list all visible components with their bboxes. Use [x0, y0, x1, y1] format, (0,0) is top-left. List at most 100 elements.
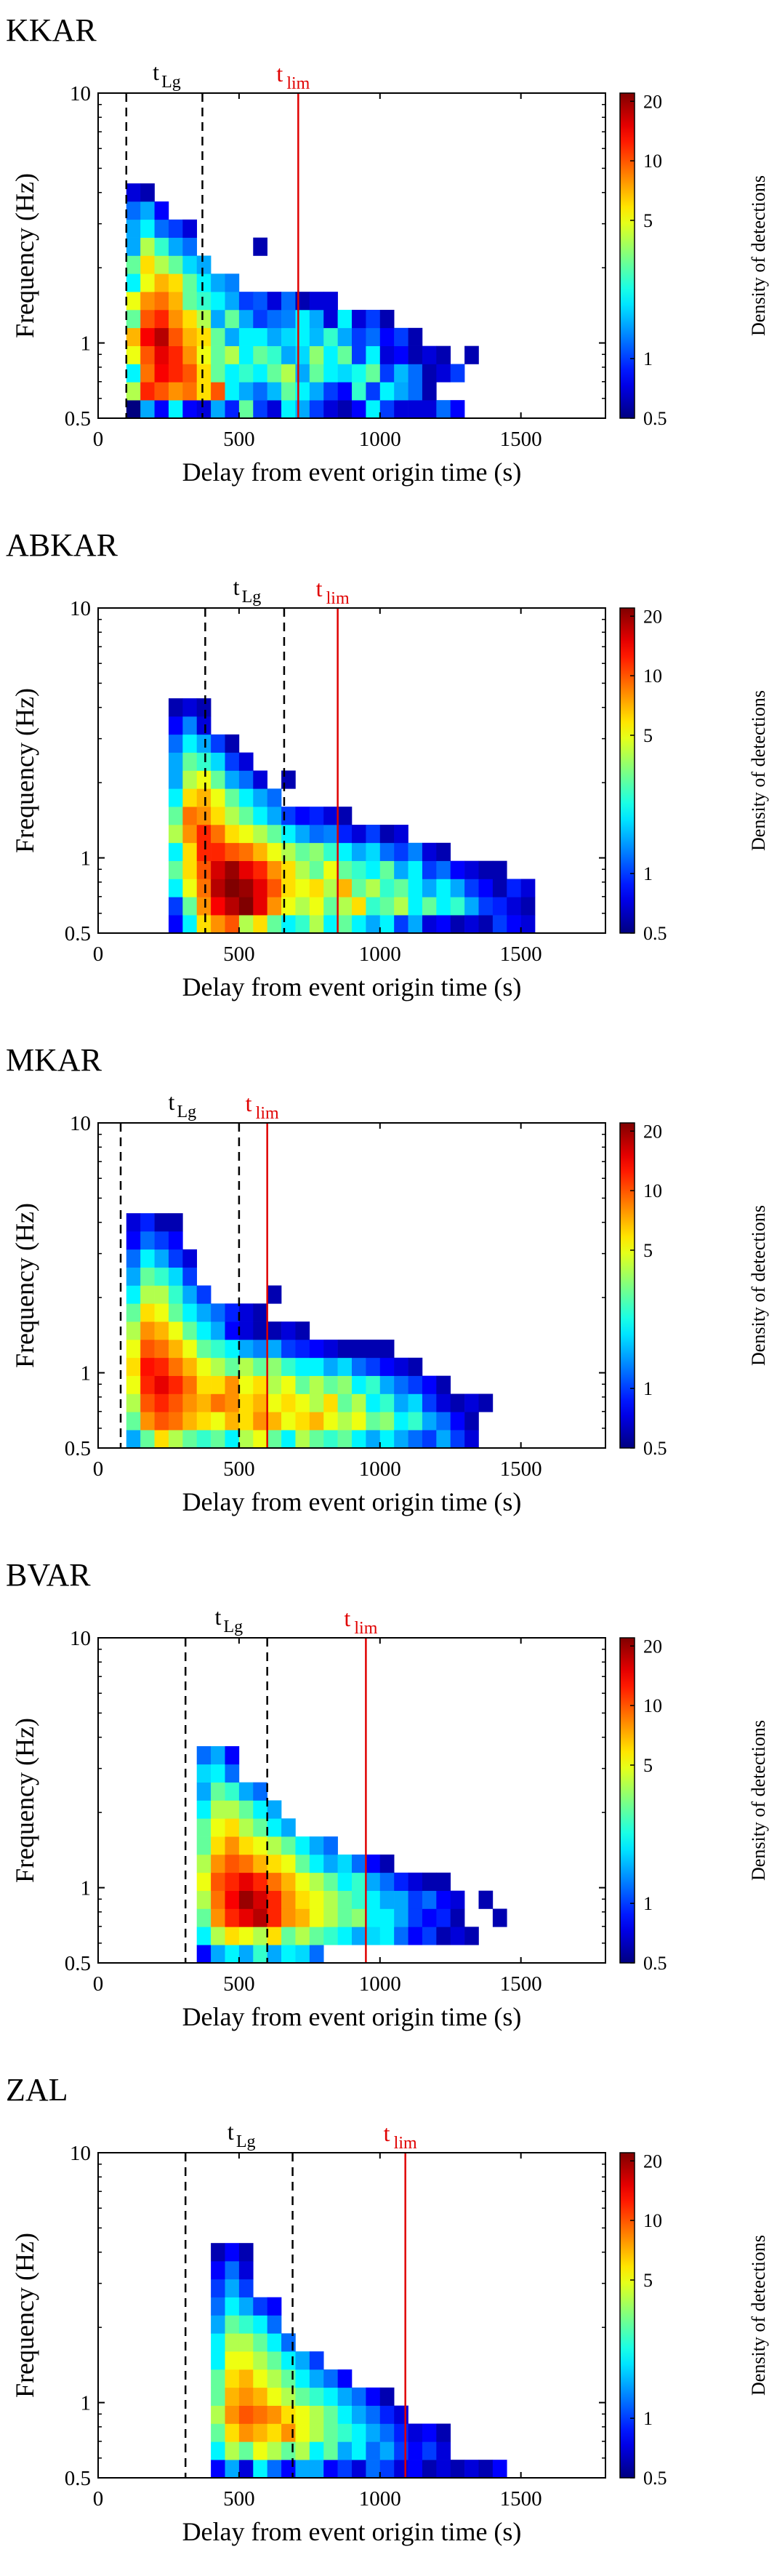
heatmap-cell — [450, 1412, 465, 1431]
plot-frame — [97, 607, 606, 934]
x-tick-label: 500 — [223, 1457, 255, 1481]
heatmap-cell — [154, 1340, 169, 1359]
heatmap-cell — [337, 2387, 353, 2406]
heatmap-cell — [323, 1836, 338, 1855]
y-tick-label: 1 — [81, 1362, 92, 1385]
heatmap-cell — [168, 1213, 183, 1232]
heatmap-cell — [295, 2423, 310, 2442]
heatmap-cell — [225, 897, 240, 916]
heatmap-cell — [182, 292, 198, 311]
heatmap-cell — [140, 273, 155, 292]
heatmap-cell — [520, 879, 536, 897]
heatmap-cell — [323, 327, 338, 346]
heatmap-cell — [295, 1340, 310, 1359]
heatmap-cell — [408, 1375, 423, 1394]
heatmap-cell — [182, 752, 198, 771]
y-tick-label: 0.5 — [65, 1952, 91, 1975]
heatmap-cell — [182, 364, 198, 383]
heatmap-cell — [267, 364, 282, 383]
heatmap-cell — [379, 860, 395, 879]
heatmap-cell — [394, 1375, 408, 1394]
colorbar-tick-label: 10 — [643, 151, 662, 172]
heatmap-cell — [182, 698, 198, 717]
heatmap-cell — [267, 1855, 282, 1873]
heatmap-cell — [238, 2387, 254, 2406]
colorbar-tick-label: 20 — [643, 91, 662, 112]
heatmap-cell — [436, 1908, 451, 1927]
heatmap-cell — [267, 915, 282, 934]
heatmap-cell — [182, 1412, 198, 1431]
heatmap-cell — [309, 2351, 324, 2370]
heatmap-cell — [267, 400, 282, 419]
heatmap-cell — [154, 345, 169, 364]
heatmap-cell — [450, 2460, 465, 2479]
heatmap-cell — [267, 1908, 282, 1927]
heatmap-cell — [352, 327, 366, 346]
heatmap-cell — [168, 860, 183, 879]
heatmap-cell — [295, 1430, 310, 1449]
heatmap-cell — [366, 2423, 381, 2442]
heatmap-cell — [394, 364, 408, 383]
heatmap-cell — [309, 1412, 324, 1431]
colorbar-tick-label: 20 — [643, 606, 662, 627]
heatmap-cell — [225, 2441, 240, 2460]
heatmap-cell — [267, 1285, 282, 1304]
heatmap-cell — [168, 807, 183, 825]
colorbar-tick-label: 0.5 — [643, 1953, 667, 1974]
heatmap-cell — [366, 1908, 381, 1927]
heatmap-cell — [323, 1340, 338, 1359]
heatmap-cell — [168, 1231, 183, 1250]
heatmap-cell — [126, 310, 141, 329]
heatmap-cell — [196, 1303, 212, 1322]
heatmap-cell — [422, 860, 437, 879]
heatmap-cell — [478, 1890, 494, 1909]
heatmap-cell — [211, 2261, 225, 2280]
heatmap-cell — [281, 1393, 296, 1412]
heatmap-cell — [337, 1430, 353, 1449]
heatmap-cell — [253, 1412, 267, 1431]
heatmap-cell — [126, 219, 141, 238]
heatmap-cell — [379, 1890, 395, 1909]
heatmap-cell — [281, 1890, 296, 1909]
heatmap-cell — [337, 1927, 353, 1945]
heatmap-cell — [352, 2441, 366, 2460]
heatmap-cell — [436, 915, 451, 934]
heatmap-cell — [225, 1430, 240, 1449]
y-tick-label: 10 — [70, 1627, 91, 1650]
plot-frame — [97, 2152, 606, 2479]
heatmap-cell — [422, 2441, 437, 2460]
heatmap-cell — [154, 1430, 169, 1449]
heatmap-cell — [253, 1357, 267, 1376]
heatmap-cell — [196, 382, 212, 401]
heatmap-cell — [225, 1945, 240, 1964]
heatmap-cell — [337, 879, 353, 897]
heatmap-cell — [140, 1303, 155, 1322]
heatmap-cell — [422, 842, 437, 861]
heatmap-cell — [366, 382, 381, 401]
heatmap-cell — [366, 364, 381, 383]
heatmap-cell — [450, 364, 465, 383]
heatmap-cell — [366, 1412, 381, 1431]
heatmap-cell — [352, 1340, 366, 1359]
heatmap-cell — [225, 1412, 240, 1431]
heatmap-cell — [478, 860, 494, 879]
heatmap-cell — [309, 1855, 324, 1873]
heatmap-cell — [140, 310, 155, 329]
heatmap-cell — [196, 1285, 212, 1304]
heatmap-cell — [323, 1890, 338, 1909]
heatmap-cell — [211, 1818, 225, 1837]
heatmap-cell — [281, 1927, 296, 1945]
heatmap-cell — [295, 1855, 310, 1873]
heatmap-cell — [352, 2405, 366, 2424]
y-tick-label: 10 — [70, 2142, 91, 2165]
heatmap-cell — [450, 1393, 465, 1412]
heatmap-cell — [492, 897, 507, 916]
heatmap-cell — [366, 2387, 381, 2406]
heatmap-cell — [464, 1430, 479, 1449]
heatmap-cell — [211, 915, 225, 934]
heatmap-cell — [366, 1430, 381, 1449]
heatmap-cell — [168, 716, 183, 735]
tlim-label: t — [344, 1605, 350, 1631]
heatmap-cell — [478, 2460, 494, 2479]
